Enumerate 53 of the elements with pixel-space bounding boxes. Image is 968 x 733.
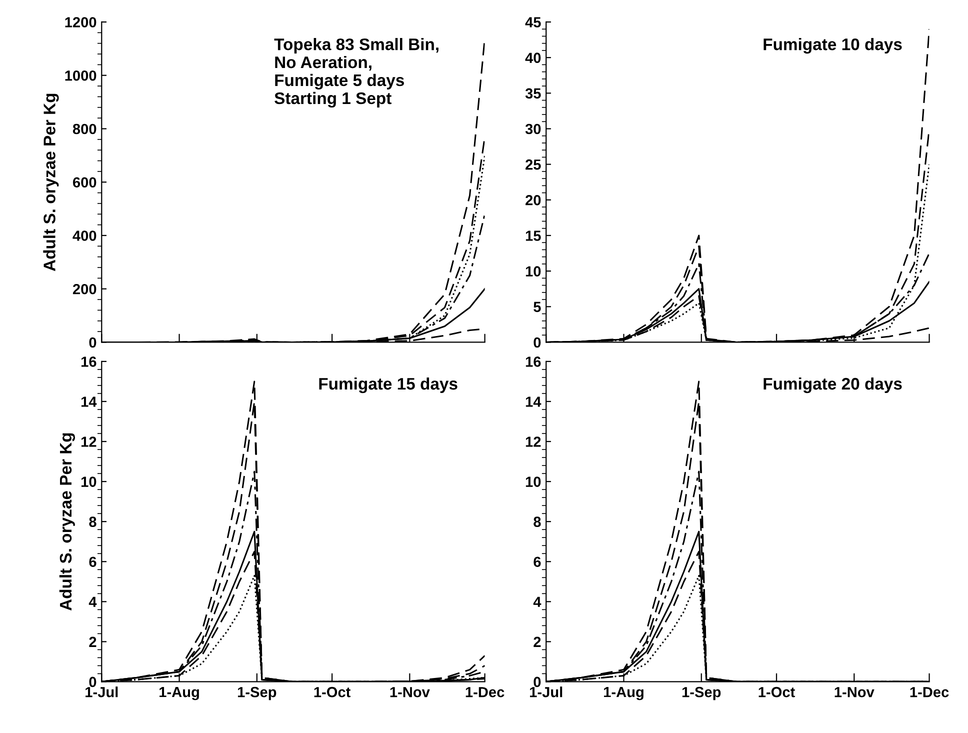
annotation: Fumigate 20 days bbox=[764, 377, 902, 394]
y-tick-label: 2 bbox=[534, 636, 541, 647]
y-tick-label: 4 bbox=[88, 596, 97, 607]
y-axis-title: Adult S. oryzae Per Kg bbox=[59, 433, 76, 611]
y-tick-label: 10 bbox=[81, 476, 96, 487]
x-tick-label: 1-Jul bbox=[86, 686, 118, 698]
y-tick-label: 400 bbox=[72, 230, 96, 241]
y-tick-label: 25 bbox=[526, 159, 541, 170]
y-tick-label: 600 bbox=[72, 177, 96, 188]
y-tick-label: 0 bbox=[534, 676, 541, 688]
y-tick-label: 6 bbox=[89, 556, 96, 568]
y-tick-label: 10 bbox=[526, 476, 541, 487]
x-tick-label: 1-Nov bbox=[390, 687, 430, 698]
y-tick-label: 5 bbox=[534, 302, 541, 312]
x-tick-label: 1-Aug bbox=[160, 687, 199, 700]
y-tick-label: 200 bbox=[72, 284, 96, 294]
annotation: Fumigate 10 days bbox=[764, 38, 902, 54]
annotation: Fumigate 15 days bbox=[319, 377, 458, 394]
x-tick-label: 1-Oct bbox=[314, 686, 351, 698]
y-tick-label: 15 bbox=[526, 230, 541, 241]
y-tick-label: 40 bbox=[525, 52, 541, 63]
x-tick-label: 1-Sep bbox=[682, 686, 721, 700]
y-tick-label: 0 bbox=[534, 337, 541, 348]
x-tick-label: 1-Oct bbox=[758, 686, 795, 698]
y-tick-label: 35 bbox=[525, 88, 541, 99]
x-tick-label: 1-Dec bbox=[466, 687, 504, 698]
y-tick-label: 45 bbox=[525, 17, 541, 28]
x-tick-label: 1-Sep bbox=[238, 686, 276, 700]
x-tick-label: 1-Aug bbox=[604, 687, 644, 700]
y-tick-label: 16 bbox=[526, 356, 541, 367]
y-tick-label: 1200 bbox=[65, 17, 96, 28]
x-tick-label: 1-Nov bbox=[834, 687, 874, 698]
y-tick-label: 0 bbox=[89, 676, 96, 688]
y-tick-label: 1000 bbox=[65, 70, 96, 81]
y-tick-label: 12 bbox=[81, 436, 96, 447]
y-tick-label: 0 bbox=[89, 337, 96, 348]
y-tick-label: 8 bbox=[534, 516, 541, 527]
y-tick-label: 14 bbox=[81, 396, 97, 407]
y-axis-title: Adult S. oryzae Per Kg bbox=[43, 94, 59, 272]
y-tick-label: 800 bbox=[72, 124, 96, 134]
y-tick-label: 12 bbox=[526, 436, 541, 447]
x-tick-label: 1-Jul bbox=[530, 686, 562, 698]
x-tick-label: 1-Dec bbox=[910, 687, 949, 698]
y-tick-label: 8 bbox=[89, 516, 96, 527]
y-tick-label: 2 bbox=[89, 636, 96, 647]
y-tick-label: 20 bbox=[526, 195, 541, 206]
y-tick-label: 14 bbox=[526, 396, 542, 407]
y-tick-label: 30 bbox=[525, 124, 541, 134]
annotation: Topeka 83 Small Bin, No Aeration, Fumigate 5 days Starting 1 Sept bbox=[274, 38, 438, 108]
y-tick-label: 16 bbox=[81, 356, 96, 367]
y-tick-label: 10 bbox=[526, 266, 541, 276]
y-tick-label: 6 bbox=[534, 556, 541, 568]
y-tick-label: 4 bbox=[533, 596, 542, 607]
